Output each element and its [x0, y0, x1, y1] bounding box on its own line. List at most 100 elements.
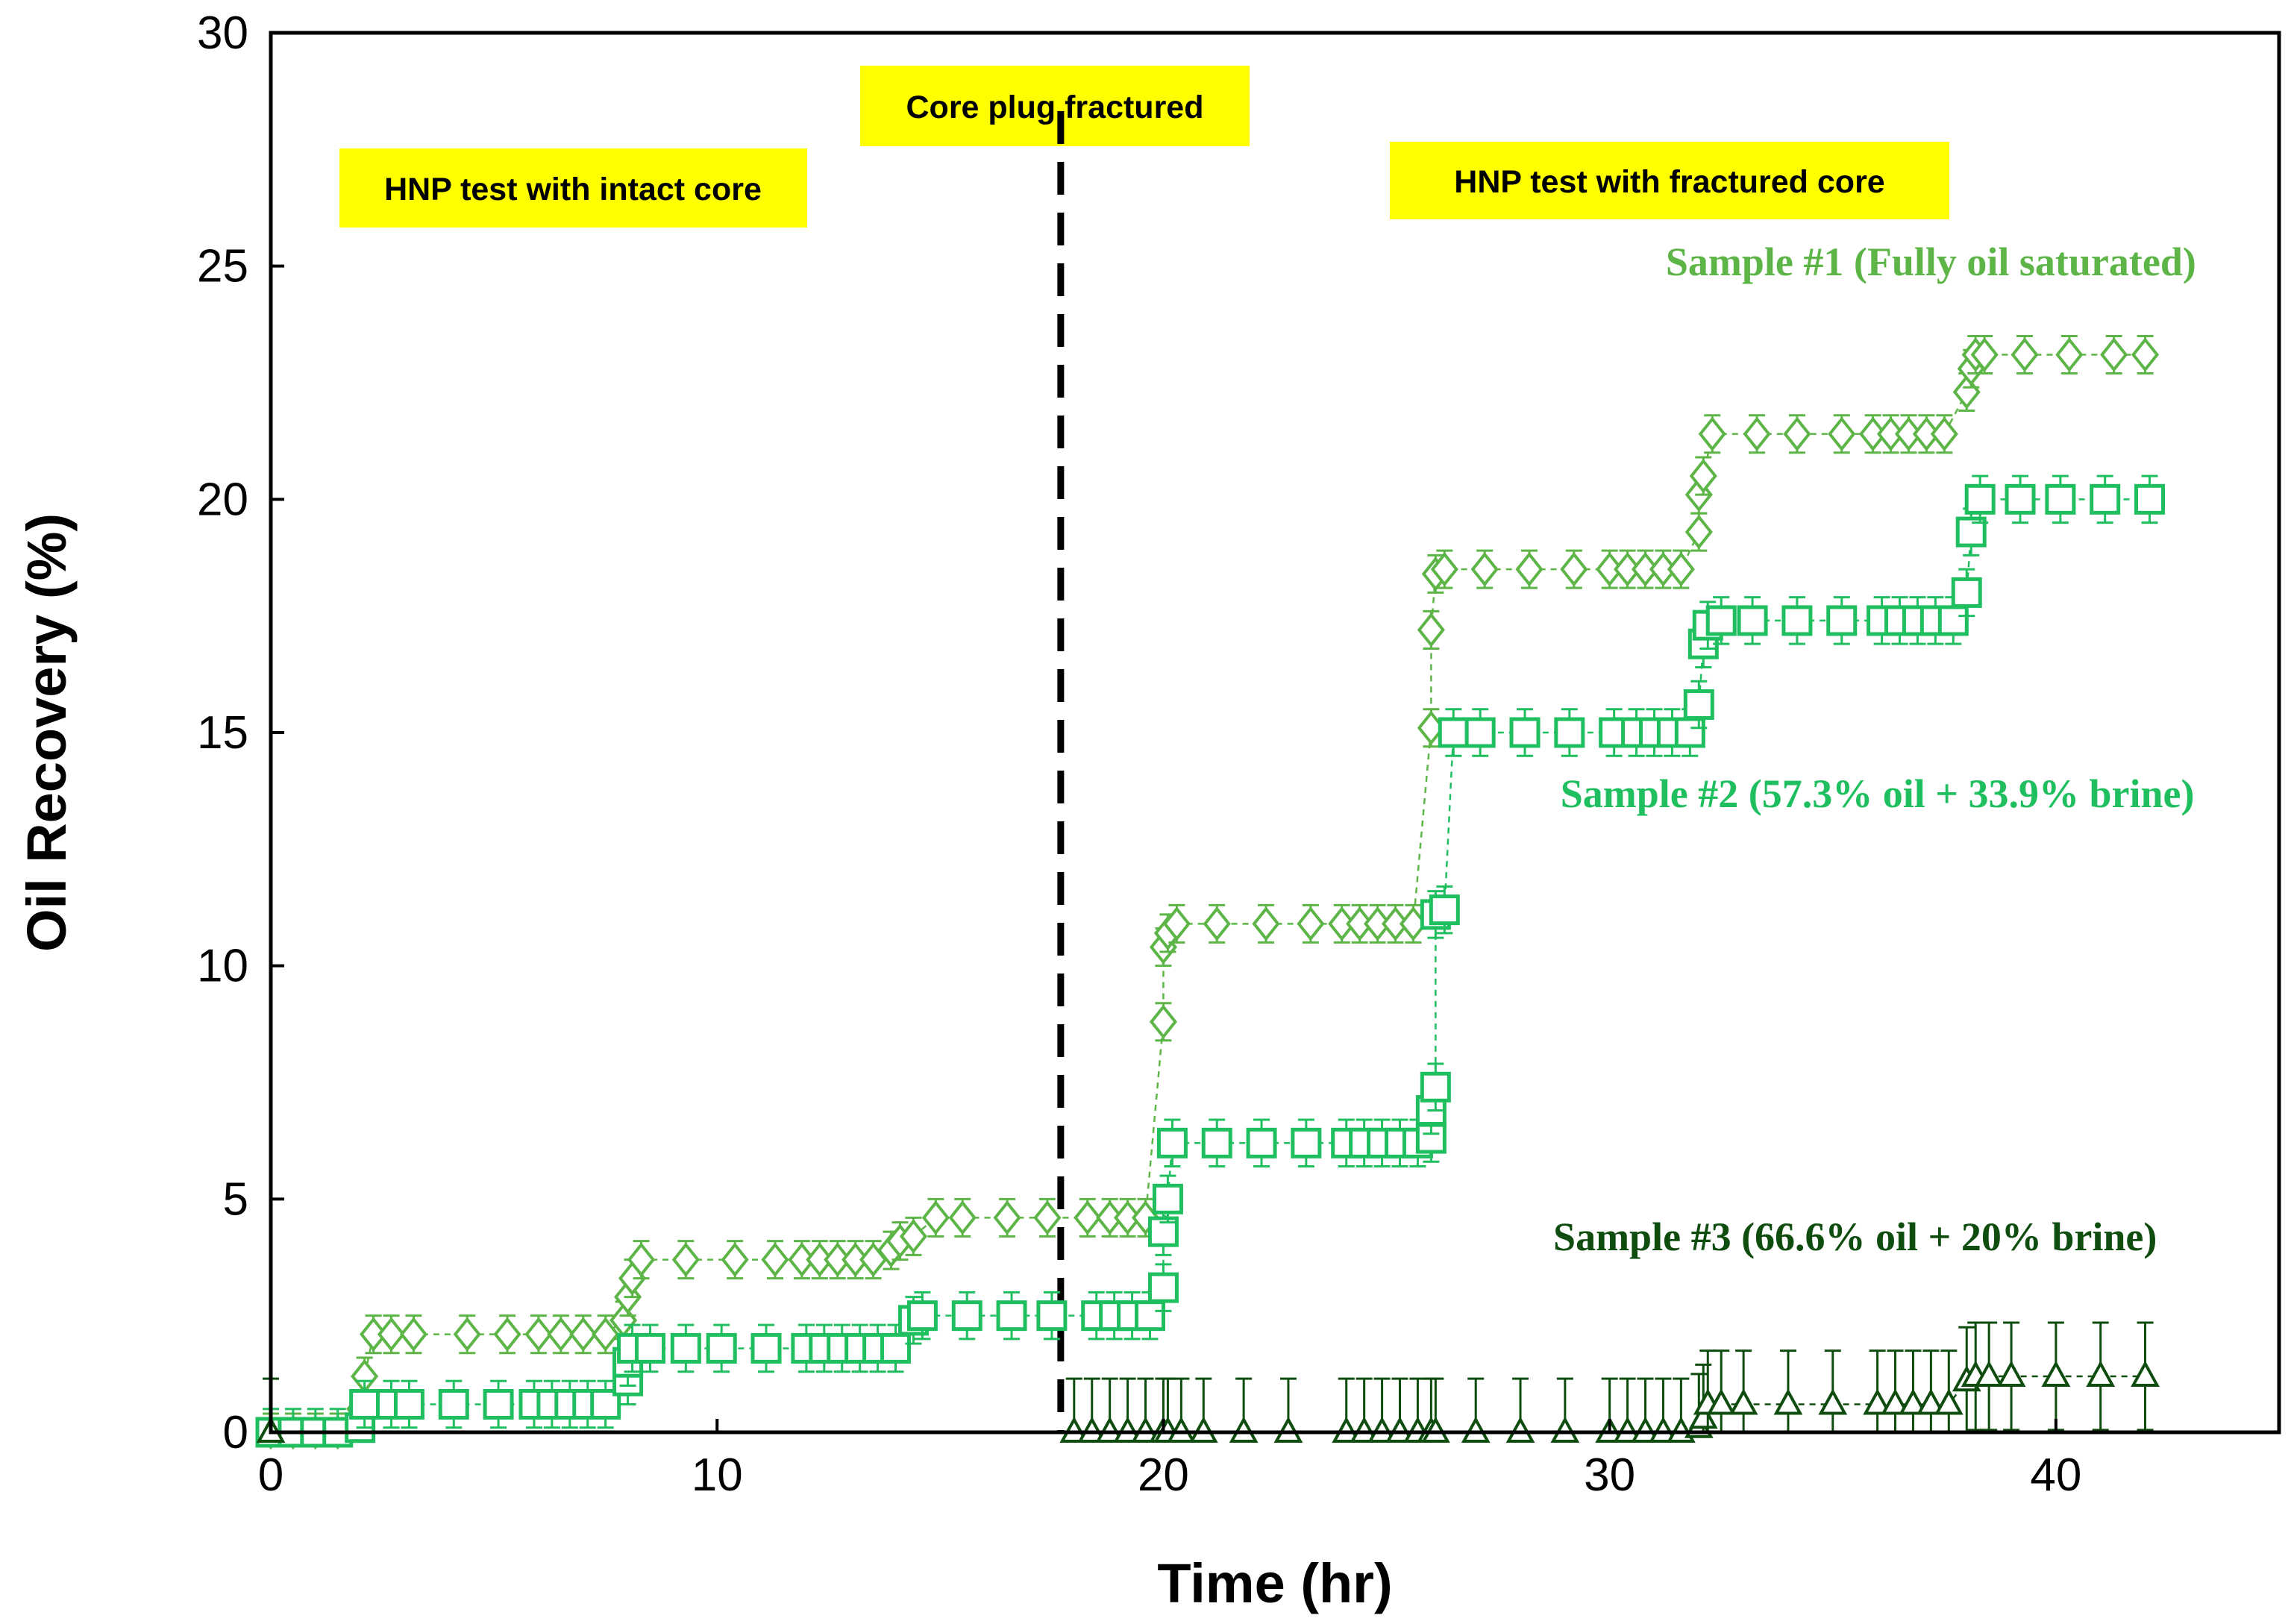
data-point [1881, 1388, 1910, 1415]
series-layer [255, 334, 2166, 1450]
data-point [1970, 337, 1999, 372]
data-point [634, 1332, 665, 1364]
data-point [1429, 894, 1460, 926]
y-axis-title: Oil Recovery (%) [16, 513, 78, 952]
data-point [1876, 416, 1905, 451]
data-point [788, 1242, 816, 1277]
data-point [951, 1300, 982, 1332]
data-point [1162, 906, 1191, 941]
data-point [948, 1200, 977, 1235]
data-point [2045, 483, 2076, 515]
data-point [1201, 1127, 1232, 1159]
data-point [1951, 577, 1982, 608]
data-point [1863, 1388, 1892, 1415]
data-point [1417, 612, 1445, 648]
data-point [1252, 906, 1280, 941]
data-point [2041, 1360, 2071, 1387]
data-point [1684, 514, 1713, 550]
data-point [1464, 717, 1496, 748]
data-point [1147, 1272, 1179, 1303]
data-point [2055, 337, 2084, 372]
data-point [906, 1300, 938, 1332]
data-point [2134, 483, 2166, 515]
data-point [1688, 1402, 1718, 1429]
data-point [1554, 717, 1585, 748]
data-point [1381, 906, 1410, 941]
data-point [761, 1242, 789, 1277]
data-point [1033, 1200, 1062, 1235]
series-labels: Sample #1 (Fully oil saturated) Sample #… [1553, 239, 2196, 1259]
data-point [1074, 1200, 1102, 1235]
y-tick-label-6: 30 [197, 7, 248, 59]
data-point [2100, 337, 2128, 372]
y-tick-label-0: 0 [223, 1407, 248, 1458]
data-point [2010, 337, 2039, 372]
annotation-box-intact [339, 148, 807, 228]
y-tick-label-3: 15 [197, 707, 248, 759]
data-point [1899, 1388, 1928, 1415]
annotation-intact: HNP test with intact core [384, 172, 762, 207]
data-point [1203, 906, 1231, 941]
data-point [1149, 1004, 1178, 1039]
data-point [671, 1242, 700, 1277]
data-point [1912, 416, 1940, 451]
data-point [1955, 516, 1987, 548]
data-point [2131, 1360, 2160, 1387]
series-label-sample-1: Sample #1 (Fully oil saturated) [1666, 239, 2196, 284]
data-point [1156, 1127, 1188, 1159]
data-point [1470, 551, 1499, 587]
data-point [1328, 906, 1356, 941]
data-point [1937, 605, 1969, 636]
data-point [921, 1200, 950, 1235]
data-point [1667, 551, 1695, 587]
x-tick-label-4: 40 [2030, 1449, 2081, 1501]
data-point [842, 1242, 870, 1277]
x-tick-label-1: 10 [692, 1449, 743, 1501]
data-point [377, 1317, 406, 1352]
data-point [1346, 906, 1374, 941]
y-tick-label-2: 10 [197, 941, 248, 992]
y-tick-label-5: 25 [197, 241, 248, 292]
data-point [1773, 1388, 1803, 1415]
x-tick-label-3: 30 [1584, 1449, 1635, 1501]
data-point [706, 1332, 737, 1364]
data-point [2086, 1360, 2116, 1387]
data-point [569, 1317, 598, 1352]
data-point [2090, 483, 2121, 515]
x-tick-label-0: 0 [258, 1449, 283, 1501]
data-point [2131, 337, 2160, 372]
data-point [880, 1332, 912, 1364]
data-point [993, 1200, 1021, 1235]
data-point [1438, 717, 1469, 748]
data-point [483, 1388, 514, 1420]
annotation-box-fractured [1390, 142, 1949, 219]
data-point [1649, 551, 1678, 587]
x-axis-title: Time (hr) [1157, 1552, 1392, 1614]
data-point [1818, 1388, 1848, 1415]
data-point [1828, 416, 1856, 451]
data-point [1430, 551, 1458, 587]
data-point [1894, 416, 1923, 451]
series-line-sample-1 [271, 354, 2146, 1434]
x-tick-label-2: 20 [1138, 1449, 1189, 1501]
data-point [1964, 483, 1996, 515]
y-tick-label-1: 5 [223, 1173, 248, 1225]
data-point [1706, 1388, 1736, 1415]
data-point [1291, 1127, 1322, 1159]
data-point [1114, 1200, 1142, 1235]
data-point [438, 1388, 469, 1420]
series-line-sample-2 [271, 498, 2150, 1434]
data-point [1689, 458, 1717, 494]
data-point [1515, 551, 1543, 587]
data-point [1743, 416, 1771, 451]
data-point [524, 1317, 553, 1352]
data-point [493, 1317, 521, 1352]
data-point [547, 1317, 575, 1352]
data-point [1930, 416, 1958, 451]
data-point [1859, 416, 1887, 451]
data-point [360, 1317, 388, 1352]
annotation-core-fractured: Core plug fractured [906, 90, 1204, 125]
data-point [1134, 1300, 1165, 1332]
data-point [1246, 1127, 1277, 1159]
